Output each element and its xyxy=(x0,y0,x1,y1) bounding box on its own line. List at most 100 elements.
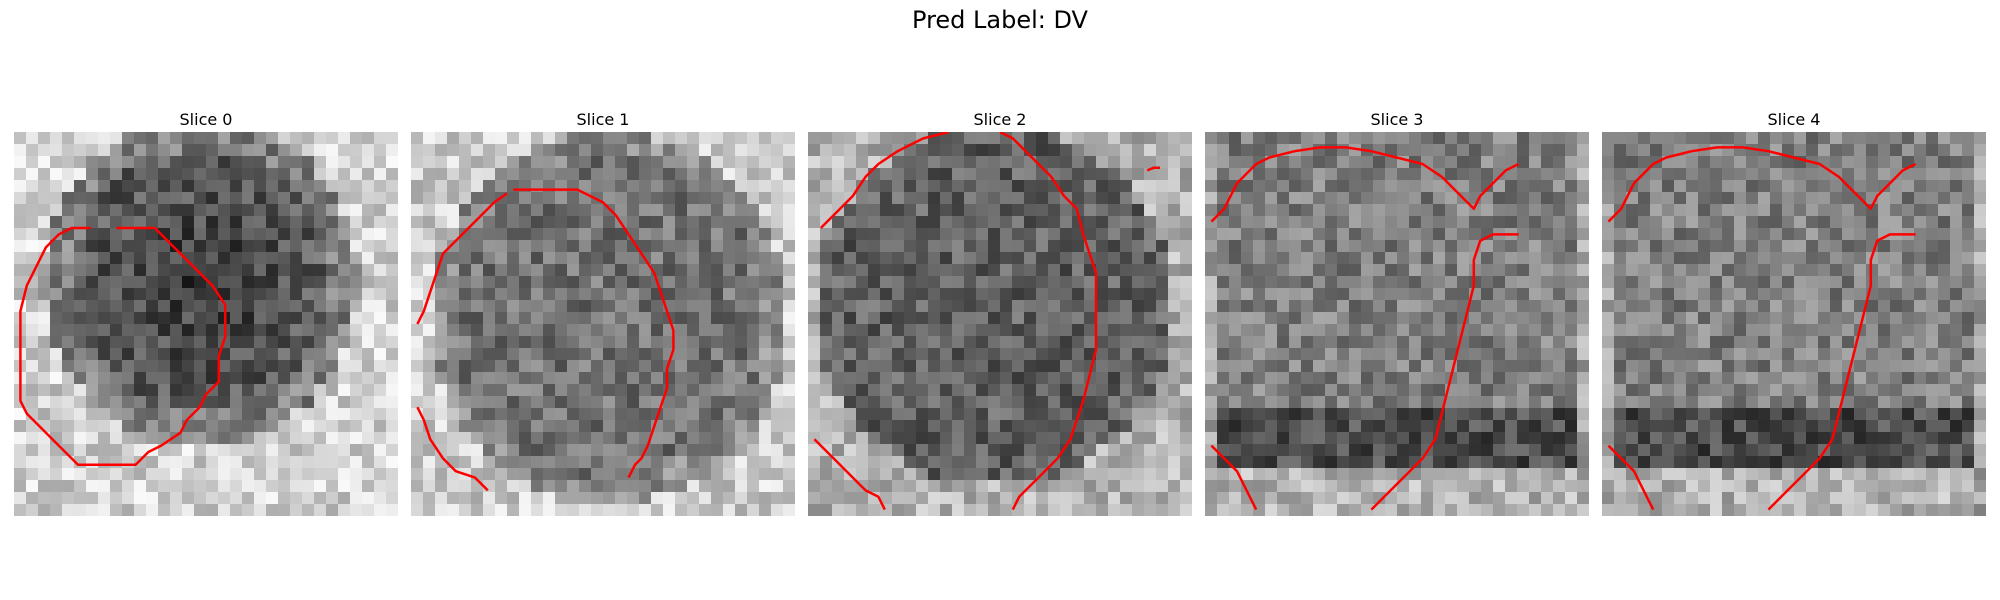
pixel xyxy=(1650,144,1663,157)
pixel xyxy=(820,144,833,157)
pixel xyxy=(1493,396,1506,409)
pixel xyxy=(699,396,712,409)
pixel xyxy=(1962,156,1975,169)
pixel xyxy=(1938,144,1951,157)
pixel xyxy=(1553,504,1566,516)
pixel xyxy=(1156,384,1169,397)
pixel xyxy=(194,360,207,373)
pixel xyxy=(567,192,580,205)
pixel xyxy=(50,492,63,505)
pixel xyxy=(1229,264,1242,277)
pixel xyxy=(1806,180,1819,193)
pixel xyxy=(1734,384,1747,397)
pixel xyxy=(1722,336,1735,349)
pixel xyxy=(1385,132,1398,145)
pixel xyxy=(1024,492,1037,505)
pixel xyxy=(699,348,712,361)
pixel xyxy=(555,144,568,157)
pixel xyxy=(1638,432,1651,445)
pixel xyxy=(483,252,496,265)
pixel xyxy=(904,432,917,445)
pixel xyxy=(50,216,63,229)
pixel xyxy=(543,420,556,433)
pixel xyxy=(1325,480,1338,493)
pixel xyxy=(988,336,1001,349)
pixel xyxy=(1553,252,1566,265)
pixel xyxy=(146,372,159,385)
pixel xyxy=(783,348,795,361)
pixel xyxy=(110,348,123,361)
pixel xyxy=(50,456,63,469)
pixel xyxy=(242,504,255,516)
pixel xyxy=(1638,384,1651,397)
pixel xyxy=(1048,384,1061,397)
pixel xyxy=(1541,504,1554,516)
pixel xyxy=(86,276,99,289)
pixel xyxy=(1168,504,1181,516)
pixel xyxy=(1180,468,1192,481)
pixel xyxy=(1541,300,1554,313)
pixel xyxy=(627,480,640,493)
pixel xyxy=(98,468,111,481)
pixel xyxy=(1385,420,1398,433)
pixel xyxy=(1614,396,1627,409)
pixel xyxy=(1168,408,1181,421)
pixel xyxy=(423,468,436,481)
pixel xyxy=(1602,144,1615,157)
pixel xyxy=(134,468,147,481)
pixel xyxy=(194,228,207,241)
pixel xyxy=(1024,252,1037,265)
pixel xyxy=(603,444,616,457)
pixel xyxy=(519,324,532,337)
pixel xyxy=(1842,420,1855,433)
pixel xyxy=(50,264,63,277)
pixel xyxy=(290,276,303,289)
pixel xyxy=(1493,252,1506,265)
pixel xyxy=(314,360,327,373)
pixel xyxy=(1325,264,1338,277)
pixel xyxy=(844,156,857,169)
pixel xyxy=(435,360,448,373)
pixel xyxy=(1866,348,1879,361)
pixel xyxy=(266,360,279,373)
pixel xyxy=(459,348,472,361)
pixel xyxy=(603,228,616,241)
pixel xyxy=(1421,216,1434,229)
pixel xyxy=(1012,312,1025,325)
pixel xyxy=(1830,264,1843,277)
pixel xyxy=(1770,228,1783,241)
pixel xyxy=(1529,132,1542,145)
pixel xyxy=(976,492,989,505)
pixel xyxy=(1541,360,1554,373)
pixel xyxy=(1433,132,1446,145)
pixel xyxy=(447,144,460,157)
pixel xyxy=(74,408,87,421)
pixel xyxy=(1205,204,1218,217)
pixel xyxy=(1517,216,1530,229)
pixel xyxy=(1325,276,1338,289)
pixel xyxy=(1445,504,1458,516)
pixel xyxy=(1253,180,1266,193)
pixel xyxy=(122,228,135,241)
pixel xyxy=(50,132,63,145)
pixel xyxy=(735,396,748,409)
pixel xyxy=(110,168,123,181)
pixel xyxy=(687,288,700,301)
pixel xyxy=(880,276,893,289)
pixel xyxy=(723,372,736,385)
pixel xyxy=(1493,216,1506,229)
pixel xyxy=(1156,456,1169,469)
pixel xyxy=(1529,156,1542,169)
pixel xyxy=(1830,240,1843,253)
pixel xyxy=(1397,252,1410,265)
pixel xyxy=(868,288,881,301)
pixel xyxy=(435,324,448,337)
pixel xyxy=(1914,408,1927,421)
pixel xyxy=(1746,288,1759,301)
pixel xyxy=(1577,456,1589,469)
pixel xyxy=(711,456,724,469)
pixel xyxy=(844,312,857,325)
pixel xyxy=(1421,276,1434,289)
pixel xyxy=(1950,204,1963,217)
pixel xyxy=(1926,348,1939,361)
